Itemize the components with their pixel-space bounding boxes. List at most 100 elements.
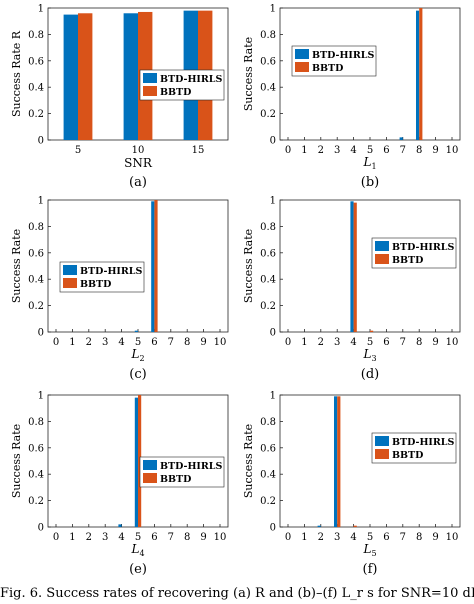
y-tick-label: 1 — [270, 391, 276, 402]
x-tick-label: 2 — [318, 337, 324, 348]
legend-swatch — [143, 473, 157, 483]
y-tick-label: 1 — [270, 196, 276, 207]
x-tick-label: 6 — [383, 532, 389, 543]
y-tick-label: 0.8 — [260, 417, 276, 428]
panel-label: (d) — [361, 367, 379, 382]
x-tick-label: 7 — [168, 337, 174, 348]
x-tick-label: 8 — [184, 532, 190, 543]
x-tick-label: 6 — [151, 337, 157, 348]
x-tick-label: 10 — [214, 337, 227, 348]
y-tick-label: 0.4 — [260, 275, 276, 286]
panel-label: (e) — [129, 562, 147, 577]
x-tick-label: 8 — [416, 532, 422, 543]
legend-entry: BBTD — [312, 63, 343, 74]
y-tick-label: 0.8 — [28, 30, 44, 41]
x-tick-label: 4 — [350, 532, 356, 543]
x-tick-label: 9 — [432, 145, 438, 156]
x-tick-label: 3 — [102, 337, 108, 348]
bar-bbtd — [337, 396, 341, 527]
legend-swatch — [375, 254, 389, 264]
y-tick-label: 0.2 — [260, 496, 276, 507]
legend-swatch — [295, 62, 309, 72]
bar-bbtd — [353, 525, 357, 527]
x-tick-label: 8 — [416, 145, 422, 156]
x-axis-label: L1 — [362, 155, 376, 171]
legend-swatch — [375, 241, 389, 251]
legend-entry: BBTD — [160, 474, 191, 485]
x-tick-label: 8 — [184, 337, 190, 348]
legend-entry: BTD-HIRLS — [392, 437, 454, 448]
bar-bbtd — [138, 395, 142, 527]
legend-entry: BTD-HIRLS — [392, 242, 454, 253]
panel-label: (a) — [129, 175, 147, 190]
legend-swatch — [143, 460, 157, 470]
bar-btd-hirls — [416, 10, 420, 141]
y-tick-label: 0.8 — [28, 417, 44, 428]
x-tick-label: 10 — [446, 337, 459, 348]
x-axis-label: L5 — [362, 542, 376, 558]
x-tick-label: 4 — [350, 145, 356, 156]
legend-entry: BTD-HIRLS — [312, 50, 374, 61]
y-tick-label: 0 — [38, 328, 44, 339]
bar-btd-hirls — [334, 396, 338, 527]
x-tick-label: 0 — [53, 337, 59, 348]
x-tick-label: 0 — [285, 337, 291, 348]
y-tick-label: 0.2 — [28, 496, 44, 507]
y-tick-label: 0.4 — [28, 275, 44, 286]
bar-btd-hirls — [134, 397, 138, 527]
legend-swatch — [295, 49, 309, 59]
y-tick-label: 0.8 — [260, 30, 276, 41]
x-tick-label: 5 — [135, 337, 141, 348]
y-axis-label: Success Rate — [10, 229, 23, 303]
x-tick-label: 2 — [86, 337, 92, 348]
panel-label: (b) — [361, 175, 379, 190]
y-axis-label: Success Rate — [242, 37, 255, 111]
x-tick-label: 3 — [334, 145, 340, 156]
y-axis-label: Success Rate R — [10, 30, 23, 117]
figure-caption: Fig. 6. Success rates of recovering (a) … — [0, 586, 474, 601]
y-tick-label: 1 — [270, 4, 276, 15]
y-axis-label: Success Rate — [10, 424, 23, 498]
y-tick-label: 0.6 — [260, 248, 276, 259]
x-axis-label: L3 — [362, 347, 376, 363]
x-tick-label: 7 — [400, 145, 406, 156]
y-tick-label: 0.6 — [260, 443, 276, 454]
bar-bbtd — [419, 8, 423, 140]
y-axis-label: Success Rate — [242, 229, 255, 303]
legend: BTD-HIRLS BBTD — [371, 237, 457, 269]
y-tick-label: 0 — [270, 523, 276, 534]
legend: BTD-HIRLS BBTD — [139, 69, 225, 101]
x-tick-label: 1 — [69, 337, 75, 348]
x-tick-label: 15 — [192, 145, 205, 156]
bar-bbtd — [353, 202, 357, 332]
bar-btd-hirls — [151, 201, 155, 332]
x-tick-label: 0 — [285, 145, 291, 156]
y-tick-label: 0.4 — [260, 83, 276, 94]
y-tick-label: 0 — [270, 136, 276, 147]
y-tick-label: 0.6 — [260, 56, 276, 67]
bar-bbtd — [78, 13, 93, 141]
x-tick-label: 5 — [367, 145, 373, 156]
x-tick-label: 2 — [318, 145, 324, 156]
bar-bbtd — [370, 330, 374, 332]
y-tick-label: 0.2 — [28, 109, 44, 120]
y-tick-label: 1 — [38, 4, 44, 15]
x-tick-label: 4 — [118, 337, 124, 348]
legend-swatch — [143, 73, 157, 83]
y-tick-label: 0.8 — [28, 222, 44, 233]
x-tick-label: 10 — [214, 532, 227, 543]
legend-entry: BTD-HIRLS — [160, 461, 222, 472]
legend-entry: BBTD — [160, 87, 191, 98]
x-tick-label: 1 — [301, 532, 307, 543]
x-tick-label: 5 — [75, 145, 81, 156]
legend-entry: BTD-HIRLS — [160, 74, 222, 85]
x-tick-label: 10 — [446, 145, 459, 156]
x-tick-label: 4 — [350, 337, 356, 348]
panel-label: (f) — [363, 562, 378, 577]
legend: BTD-HIRLS BBTD — [371, 432, 457, 464]
legend-swatch — [143, 86, 157, 96]
bar-btd-hirls — [317, 525, 321, 527]
y-tick-label: 0 — [38, 136, 44, 147]
